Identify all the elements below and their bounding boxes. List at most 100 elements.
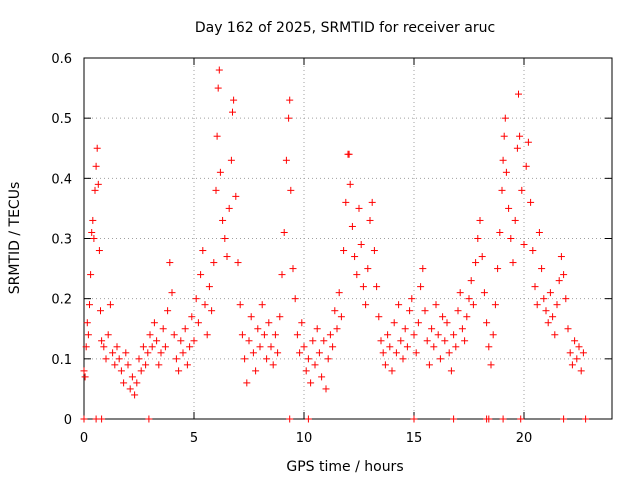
data-point bbox=[368, 198, 376, 206]
data-point bbox=[282, 156, 290, 164]
data-point bbox=[505, 204, 513, 212]
data-point bbox=[542, 307, 550, 315]
data-point bbox=[399, 355, 407, 363]
data-point bbox=[80, 367, 88, 375]
data-point bbox=[90, 235, 98, 242]
data-point bbox=[568, 361, 576, 369]
data-point bbox=[168, 289, 176, 297]
data-point bbox=[377, 337, 385, 345]
data-point bbox=[428, 325, 436, 333]
data-point bbox=[267, 343, 275, 351]
data-point bbox=[465, 295, 473, 303]
data-point bbox=[199, 247, 207, 255]
data-point bbox=[397, 337, 405, 345]
data-point bbox=[122, 349, 130, 357]
data-point bbox=[95, 247, 103, 255]
data-point bbox=[516, 132, 524, 140]
data-point bbox=[137, 367, 145, 375]
data-point bbox=[81, 373, 89, 381]
data-point bbox=[263, 355, 271, 363]
data-point bbox=[230, 96, 238, 104]
data-point bbox=[520, 241, 528, 249]
x-tick-label: 5 bbox=[190, 431, 198, 446]
data-point bbox=[414, 319, 422, 327]
data-point bbox=[326, 331, 334, 339]
data-point bbox=[322, 385, 330, 393]
data-point bbox=[456, 289, 464, 297]
data-point bbox=[390, 319, 398, 327]
data-point bbox=[256, 343, 264, 351]
data-point bbox=[472, 259, 480, 267]
data-point bbox=[111, 361, 119, 369]
y-tick-label: 0.1 bbox=[51, 353, 72, 368]
data-point bbox=[575, 343, 583, 351]
data-point bbox=[86, 301, 93, 309]
data-point bbox=[487, 361, 495, 369]
data-point bbox=[582, 415, 590, 423]
data-point bbox=[159, 325, 167, 333]
data-point bbox=[296, 349, 304, 357]
data-point bbox=[315, 349, 323, 357]
data-point bbox=[483, 319, 491, 327]
x-tick-label: 20 bbox=[516, 431, 533, 446]
data-point bbox=[164, 307, 172, 315]
data-point bbox=[538, 265, 546, 273]
data-point bbox=[375, 313, 383, 321]
data-point bbox=[517, 415, 525, 423]
data-point bbox=[88, 228, 96, 236]
data-point bbox=[304, 415, 312, 423]
data-point bbox=[535, 228, 543, 236]
x-tick-label: 10 bbox=[296, 431, 313, 446]
data-point bbox=[474, 235, 482, 242]
data-point bbox=[412, 349, 420, 357]
data-point bbox=[313, 325, 321, 333]
data-point bbox=[241, 355, 249, 363]
data-point bbox=[221, 235, 229, 242]
data-point bbox=[135, 355, 143, 363]
data-point bbox=[271, 331, 279, 339]
data-point bbox=[286, 415, 294, 423]
data-point bbox=[286, 96, 294, 104]
data-point bbox=[499, 156, 507, 164]
data-point bbox=[170, 331, 178, 339]
data-point bbox=[94, 180, 102, 188]
data-point bbox=[311, 361, 319, 369]
data-point bbox=[153, 337, 161, 345]
y-tick-label: 0 bbox=[64, 413, 72, 428]
data-point bbox=[142, 361, 150, 369]
data-point bbox=[298, 319, 306, 327]
data-point bbox=[238, 331, 246, 339]
y-tick-label: 0.4 bbox=[51, 172, 72, 187]
data-point bbox=[533, 301, 541, 309]
data-point bbox=[366, 216, 374, 224]
data-point bbox=[276, 313, 284, 321]
data-point bbox=[210, 259, 218, 267]
data-point bbox=[522, 162, 530, 170]
data-point bbox=[410, 415, 418, 423]
data-point bbox=[318, 373, 326, 381]
data-point bbox=[278, 271, 286, 279]
data-point bbox=[148, 343, 156, 351]
data-point bbox=[131, 391, 139, 399]
data-point bbox=[260, 331, 268, 339]
data-point bbox=[359, 283, 367, 291]
data-point bbox=[280, 228, 288, 236]
data-point bbox=[212, 186, 220, 194]
data-point bbox=[98, 415, 106, 423]
data-point bbox=[546, 289, 554, 297]
data-point bbox=[337, 313, 345, 321]
data-point bbox=[553, 301, 561, 309]
y-tick-label: 0.3 bbox=[51, 233, 72, 248]
data-point bbox=[386, 343, 394, 351]
data-point bbox=[144, 349, 152, 357]
data-point bbox=[106, 301, 114, 309]
data-point bbox=[579, 349, 587, 357]
data-point bbox=[348, 222, 356, 230]
y-tick-label: 0.6 bbox=[51, 52, 72, 67]
data-point bbox=[388, 367, 396, 375]
y-axis-label: SRMTID / TECUs bbox=[7, 182, 23, 295]
data-point bbox=[166, 259, 174, 267]
data-point bbox=[252, 367, 260, 375]
data-point bbox=[236, 301, 244, 309]
data-point bbox=[478, 253, 486, 261]
